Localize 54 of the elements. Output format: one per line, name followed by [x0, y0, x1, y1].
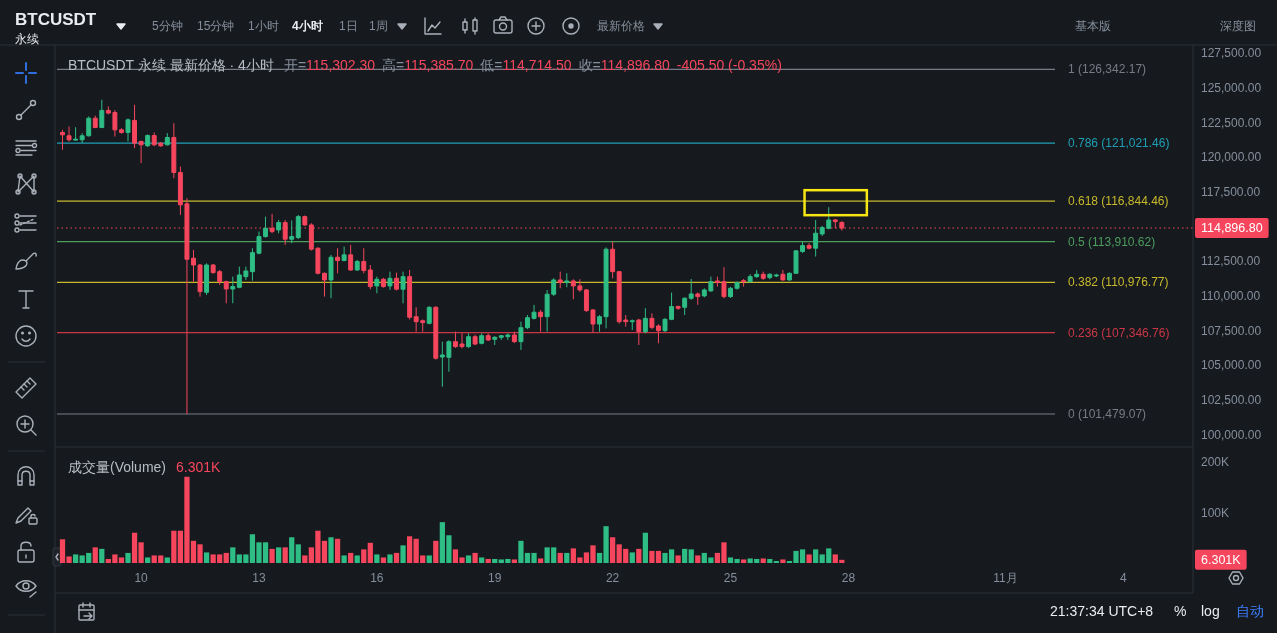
value-label: 114,896.80 — [1201, 221, 1263, 235]
xtick: 28 — [841, 571, 856, 585]
ytick: 200K — [1201, 455, 1230, 470]
ytick: 127,500.00 — [1201, 46, 1262, 61]
ref-label: 0.5 (113,910.62) — [1068, 234, 1156, 249]
annotation: 1日 — [339, 19, 358, 33]
ytick: 105,000.00 — [1201, 358, 1262, 373]
xtick: 25 — [723, 571, 738, 585]
ref-label: 0.618 (116,844.46) — [1068, 194, 1169, 209]
title: BTCUSDT 永续 最新价格 · 4小时 — [68, 57, 274, 73]
annotation: -405.50 (-0.35%) — [676, 57, 782, 73]
annotation: 开=115,302.30 — [283, 57, 376, 73]
annotation: % — [1174, 603, 1187, 619]
xtick: 10 — [134, 571, 148, 585]
title: BTCUSDT — [15, 9, 97, 29]
value-label: 6.301K — [1201, 552, 1241, 567]
title: 成交量(Volume) — [68, 459, 167, 475]
ref-label: 0.786 (121,021.46) — [1068, 136, 1170, 151]
ref-label: 1 (126,342.17) — [1068, 62, 1147, 77]
ref-label: 0 (101,479.07) — [1068, 407, 1147, 421]
annotation: 基本版 — [1075, 19, 1111, 33]
annotation: 21:37:34 UTC+8 — [1050, 603, 1154, 619]
xtick: 4 — [1120, 571, 1127, 585]
annotation: 15分钟 — [197, 19, 235, 33]
ytick: 110,000.00 — [1201, 288, 1261, 303]
annotation: log — [1201, 603, 1220, 619]
ref-label: 0.236 (107,346.76) — [1068, 325, 1170, 340]
xtick: 16 — [370, 571, 384, 585]
xtick: 11月 — [993, 571, 1018, 585]
annotation: 高=115,385.70 — [382, 57, 474, 73]
annotation: 最新价格 — [597, 19, 645, 33]
ytick: 100K — [1201, 505, 1230, 520]
xtick: 22 — [605, 571, 620, 585]
ytick: 120,000.00 — [1201, 150, 1262, 165]
ytick: 107,500.00 — [1201, 323, 1262, 338]
ytick: 117,500.00 — [1201, 184, 1261, 199]
ytick: 122,500.00 — [1201, 115, 1262, 130]
annotation: 6.301K — [176, 459, 221, 475]
xtick: 19 — [488, 571, 502, 585]
ytick: 112,500.00 — [1201, 254, 1261, 269]
annotation: 低=114,714.50 — [480, 57, 572, 73]
annotation: 1小时 — [248, 19, 279, 33]
ytick: 100,000.00 — [1201, 427, 1262, 442]
ref-label: 0.382 (110,976.77) — [1068, 275, 1169, 290]
annotation: 自动 — [1236, 603, 1264, 619]
subtitle: 永续 — [15, 32, 39, 46]
ytick: 102,500.00 — [1201, 392, 1262, 407]
xtick: 13 — [252, 571, 266, 585]
annotation: 5分钟 — [152, 19, 183, 33]
annotation: 1周 — [369, 19, 388, 33]
ytick: 125,000.00 — [1201, 80, 1262, 95]
annotation: 收=114,896.80 — [578, 57, 670, 73]
annotation: 深度图 — [1220, 19, 1256, 33]
annotation: 4小时 — [292, 19, 323, 33]
